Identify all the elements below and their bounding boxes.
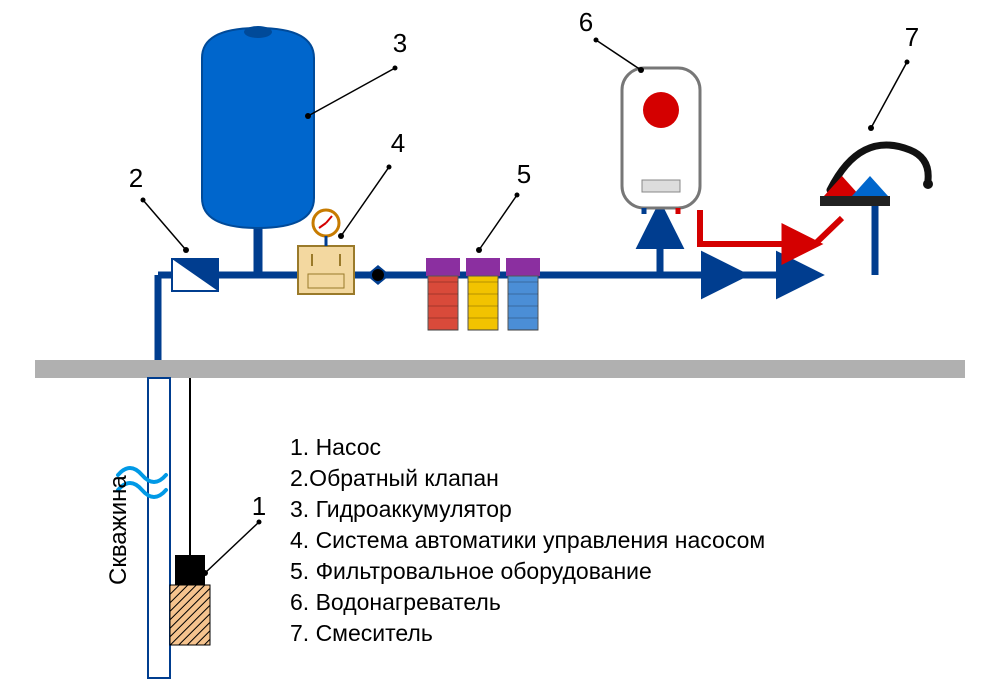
svg-text:7: 7: [905, 22, 919, 52]
legend: [290, 432, 291, 433]
legend-row: 5. Фильтровальное оборудование: [290, 556, 765, 587]
svg-text:5: 5: [517, 159, 531, 189]
legend-row: 1. Насос: [290, 432, 765, 463]
legend-row: 3. Гидроаккумулятор: [290, 494, 765, 525]
legend-row: 4. Система автоматики управления насосом: [290, 525, 765, 556]
svg-text:1: 1: [252, 491, 266, 521]
legend-row: 2.Обратный клапан: [290, 463, 765, 494]
svg-text:6: 6: [579, 7, 593, 37]
svg-text:2: 2: [129, 163, 143, 193]
svg-text:4: 4: [391, 128, 405, 158]
svg-text:3: 3: [393, 28, 407, 58]
legend-row: 6. Водонагреватель: [290, 587, 765, 618]
legend-row: 7. Смеситель: [290, 618, 765, 649]
